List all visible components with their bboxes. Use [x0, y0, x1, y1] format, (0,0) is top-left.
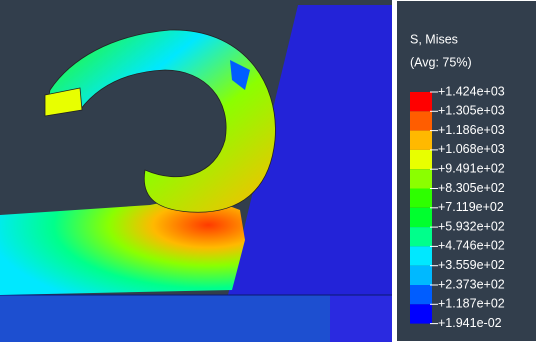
legend-label: +1.941e-02 — [438, 316, 502, 330]
legend-title: S, Mises — [410, 32, 458, 46]
legend-swatch — [410, 285, 432, 304]
legend-label: +2.373e+02 — [438, 277, 505, 291]
legend-swatch — [410, 208, 432, 227]
legend-label: +1.068e+03 — [438, 142, 505, 156]
legend-label: +9.491e+02 — [438, 161, 505, 175]
base-plate-edge — [330, 295, 392, 342]
legend-label: +4.746e+02 — [438, 239, 505, 253]
legend-label: +3.559e+02 — [438, 258, 505, 272]
legend-label: +1.424e+03 — [438, 84, 505, 98]
legend-swatch — [410, 111, 432, 130]
legend-label: +7.119e+02 — [438, 200, 504, 214]
legend-swatch — [410, 189, 432, 208]
legend-label: +1.186e+03 — [438, 123, 505, 137]
legend-swatch — [410, 150, 432, 169]
legend-swatch — [410, 246, 432, 265]
screenshot: S, Mises (Avg: 75%) +1.424e+03 +1.305e+03… — [0, 0, 537, 342]
legend-label: +5.932e+02 — [438, 219, 505, 233]
legend-swatch — [410, 92, 432, 111]
legend-label: +8.305e+02 — [438, 181, 505, 195]
legend-swatch — [410, 227, 432, 246]
legend-swatch — [410, 304, 432, 323]
page: S, Mises (Avg: 75%) +1.424e+03 +1.305e+03… — [0, 0, 537, 342]
legend-subtitle: (Avg: 75%) — [410, 55, 472, 69]
legend-label: +1.305e+03 — [438, 104, 505, 118]
legend-swatch — [410, 169, 432, 188]
legend-label: +1.187e+02 — [438, 297, 505, 311]
legend-swatch — [410, 266, 432, 285]
legend-swatch — [410, 131, 432, 150]
